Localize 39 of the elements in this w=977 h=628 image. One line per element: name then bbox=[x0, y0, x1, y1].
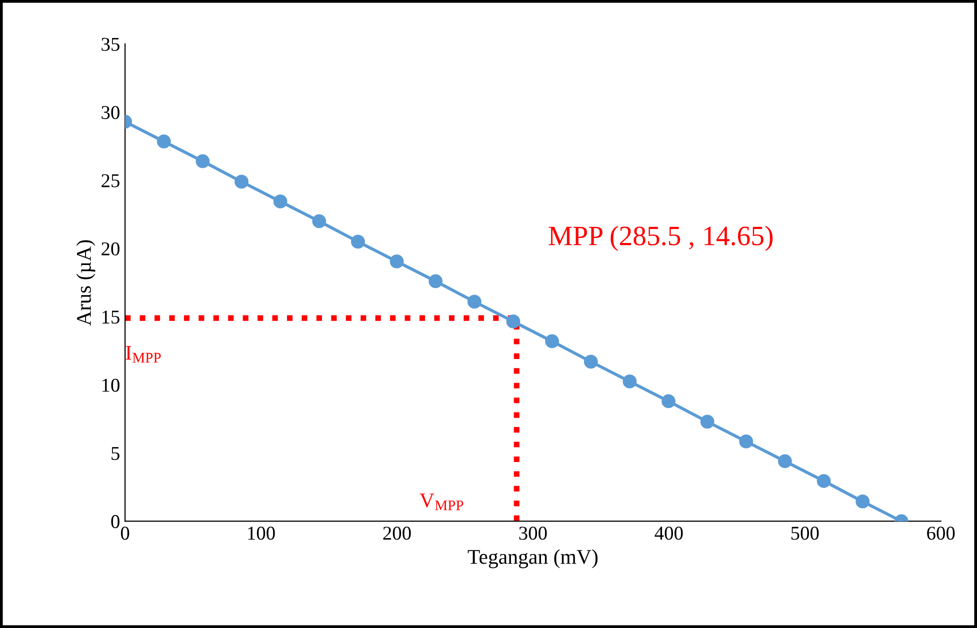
point bbox=[351, 234, 365, 249]
point bbox=[428, 274, 443, 288]
y-axis-title: Arus (µA) bbox=[76, 240, 96, 326]
y-tick-label: 10 bbox=[102, 378, 120, 392]
point bbox=[739, 434, 754, 448]
x-tick-label: 100 bbox=[248, 526, 275, 540]
point bbox=[622, 374, 637, 388]
x-tick-label: 600 bbox=[927, 526, 955, 540]
y-tick-label: 0 bbox=[111, 515, 120, 528]
y-tick-label: 20 bbox=[102, 242, 120, 256]
x-axis-title: Tegangan (mV) bbox=[468, 549, 598, 568]
point bbox=[545, 334, 559, 348]
x-tick-label: 400 bbox=[654, 526, 683, 540]
point bbox=[390, 254, 404, 268]
point bbox=[856, 494, 870, 508]
y-tick-label: 5 bbox=[112, 447, 120, 460]
point bbox=[584, 354, 598, 369]
annotation: I$_{MPP}$ bbox=[126, 346, 161, 362]
y-tick-label: 35 bbox=[102, 38, 120, 51]
x-tick-label: 500 bbox=[791, 526, 819, 540]
annotation: MPP (285.5 , 14.65) bbox=[548, 226, 773, 251]
point bbox=[662, 394, 676, 408]
x-tick-label: 300 bbox=[519, 526, 547, 540]
point bbox=[778, 454, 792, 468]
point bbox=[467, 294, 482, 309]
point bbox=[312, 214, 326, 228]
x-tick-label: 0 bbox=[120, 526, 130, 540]
point bbox=[700, 414, 714, 429]
point bbox=[196, 154, 210, 168]
point bbox=[506, 314, 520, 328]
point bbox=[816, 474, 831, 488]
y-tick-label: 25 bbox=[102, 174, 120, 188]
annotation: V$_{MPP}$ bbox=[420, 494, 464, 510]
point bbox=[156, 134, 171, 148]
point bbox=[273, 194, 288, 208]
point bbox=[234, 174, 248, 189]
y-tick-label: 15 bbox=[102, 310, 120, 324]
x-tick-label: 200 bbox=[383, 526, 411, 540]
y-tick-label: 30 bbox=[102, 106, 120, 120]
